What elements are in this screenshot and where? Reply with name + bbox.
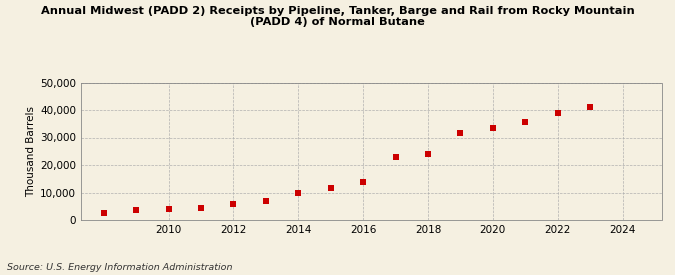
Y-axis label: Thousand Barrels: Thousand Barrels: [26, 106, 36, 197]
Point: [163, 207, 174, 211]
Point: [293, 191, 304, 195]
Point: [261, 199, 271, 203]
Point: [520, 120, 531, 124]
Point: [423, 152, 433, 156]
Point: [99, 210, 109, 215]
Point: [325, 186, 336, 191]
Point: [552, 111, 563, 116]
Point: [585, 104, 595, 109]
Point: [487, 126, 498, 130]
Point: [455, 131, 466, 135]
Point: [196, 206, 207, 210]
Point: [131, 208, 142, 212]
Point: [358, 179, 369, 184]
Point: [390, 155, 401, 159]
Text: Source: U.S. Energy Information Administration: Source: U.S. Energy Information Administ…: [7, 263, 232, 272]
Text: Annual Midwest (PADD 2) Receipts by Pipeline, Tanker, Barge and Rail from Rocky : Annual Midwest (PADD 2) Receipts by Pipe…: [40, 6, 634, 27]
Point: [228, 201, 239, 206]
